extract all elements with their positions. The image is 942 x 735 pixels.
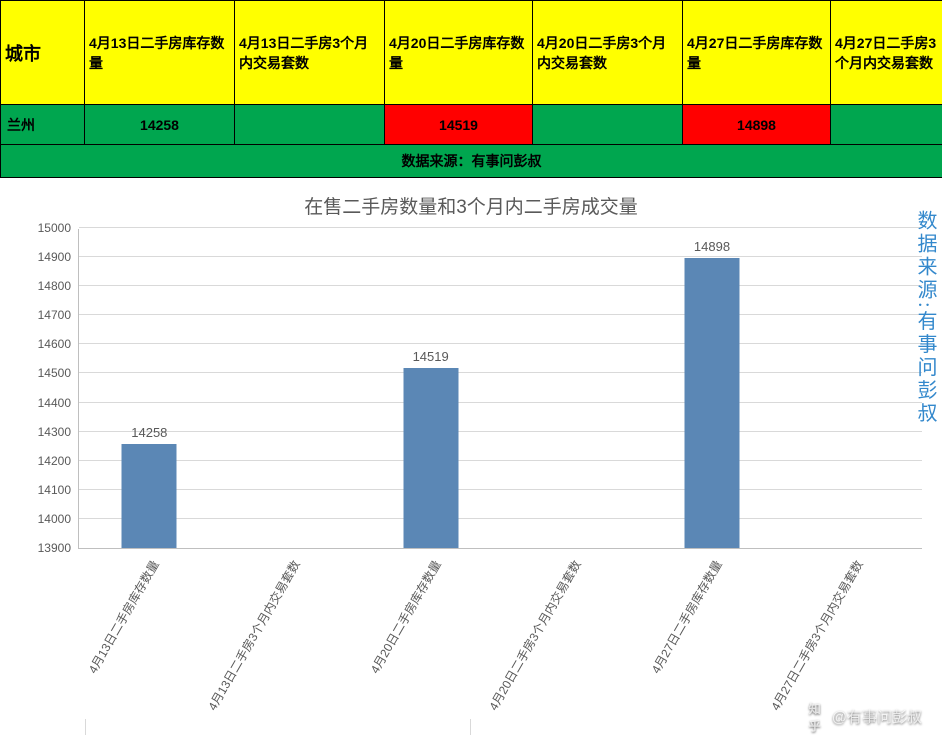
- table-header-row: 城市4月13日二手房库存数量4月13日二手房3个月内交易套数4月20日二手房库存…: [1, 1, 942, 105]
- x-tick-label: 4月27日二手房3个月内交易套数: [766, 557, 866, 713]
- y-tick-label: 14000: [21, 512, 71, 526]
- bar: [403, 368, 458, 548]
- bar-value-label: 14258: [109, 425, 189, 440]
- column-header: 城市: [1, 1, 85, 105]
- value-cell: 14898: [683, 105, 831, 145]
- chart-plot-area: 1390014000141001420014300144001450014600…: [78, 229, 922, 549]
- y-tick-label: 14200: [21, 454, 71, 468]
- x-tick-label: 4月13日二手房库存数量: [84, 557, 163, 676]
- y-tick-label: 14600: [21, 337, 71, 351]
- bar: [685, 258, 740, 548]
- x-tick-label: 4月13日二手房3个月内交易套数: [204, 557, 304, 713]
- table-source-row: 数据来源：有事问彭叔: [1, 145, 942, 178]
- value-cell: [831, 105, 942, 145]
- column-header: 4月13日二手房库存数量: [85, 1, 235, 105]
- column-header: 4月20日二手房库存数量: [385, 1, 533, 105]
- x-tick-label: 4月20日二手房3个月内交易套数: [485, 557, 585, 713]
- x-tick-label: 4月27日二手房库存数量: [647, 557, 726, 676]
- column-header: 4月13日二手房3个月内交易套数: [235, 1, 385, 105]
- y-tick-label: 14800: [21, 279, 71, 293]
- column-header: 4月20日二手房3个月内交易套数: [533, 1, 683, 105]
- table-row: 兰州14258 14519 14898: [1, 105, 942, 145]
- value-cell: [533, 105, 683, 145]
- value-cell: 14258: [85, 105, 235, 145]
- y-tick-label: 14900: [21, 250, 71, 264]
- bar-value-label: 14519: [391, 349, 471, 364]
- y-tick-label: 14700: [21, 308, 71, 322]
- y-tick-label: 13900: [21, 541, 71, 555]
- inventory-table: 城市4月13日二手房库存数量4月13日二手房3个月内交易套数4月20日二手房库存…: [0, 0, 942, 178]
- column-header: 4月27日二手房库存数量: [683, 1, 831, 105]
- data-source-label: 数据来源：有事问彭叔: [1, 145, 942, 178]
- bar-value-label: 14898: [672, 239, 752, 254]
- column-header: 4月27日二手房3个月内交易套数: [831, 1, 942, 105]
- value-cell: 14519: [385, 105, 533, 145]
- y-tick-label: 14300: [21, 425, 71, 439]
- y-tick-label: 14500: [21, 366, 71, 380]
- y-tick-label: 14100: [21, 483, 71, 497]
- city-cell: 兰州: [1, 105, 85, 145]
- y-tick-label: 15000: [21, 221, 71, 235]
- chart-x-axis-labels: 4月13日二手房库存数量 4月13日二手房3个月内交易套数 4月20日二手房库存数量…: [78, 549, 922, 719]
- chart-title: 在售二手房数量和3个月内二手房成交量: [0, 178, 942, 229]
- bar: [122, 444, 177, 548]
- y-tick-label: 14400: [21, 396, 71, 410]
- x-tick-label: 4月20日二手房库存数量: [366, 557, 445, 676]
- chart: 在售二手房数量和3个月内二手房成交量 139001400014100142001…: [0, 178, 942, 719]
- value-cell: [235, 105, 385, 145]
